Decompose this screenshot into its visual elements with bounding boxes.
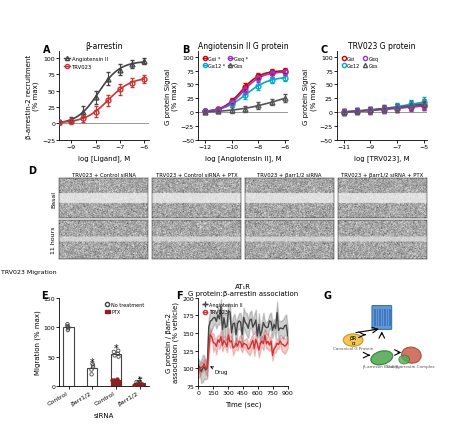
- Point: [88, 366, 95, 373]
- Point: [135, 381, 142, 388]
- Point: [89, 362, 97, 369]
- Ellipse shape: [343, 334, 363, 346]
- Text: Gαi/β-arrestin Complex: Gαi/β-arrestin Complex: [387, 364, 435, 368]
- Text: A: A: [43, 45, 51, 55]
- Point: [111, 352, 118, 359]
- Point: [88, 371, 95, 378]
- X-axis label: siRNA: siRNA: [94, 412, 114, 418]
- Text: *: *: [90, 358, 95, 368]
- Title: TRV023 + Control siRNA + PTX: TRV023 + Control siRNA + PTX: [155, 173, 237, 178]
- Text: G: G: [324, 291, 331, 301]
- Title: TRV023 + βarr1/2 siRNA: TRV023 + βarr1/2 siRNA: [257, 173, 322, 178]
- Text: B: B: [182, 45, 190, 55]
- Bar: [111, 354, 121, 386]
- Title: β-arrestin: β-arrestin: [85, 43, 123, 51]
- Bar: [384, 309, 386, 326]
- X-axis label: log [Angiotensin II], M: log [Angiotensin II], M: [205, 155, 281, 162]
- Point: [134, 380, 142, 387]
- Legend: No treatment, PTX: No treatment, PTX: [103, 300, 146, 316]
- Point: [109, 376, 116, 383]
- Point: [133, 378, 140, 385]
- FancyBboxPatch shape: [372, 306, 392, 330]
- Text: #: #: [137, 377, 143, 382]
- Point: [110, 349, 118, 355]
- Text: *: *: [138, 375, 141, 381]
- Text: β-arrestin Binding: β-arrestin Binding: [364, 364, 400, 368]
- Point: [113, 376, 120, 383]
- Point: [134, 381, 141, 388]
- Point: [89, 360, 96, 367]
- Bar: [374, 309, 375, 326]
- Text: Drug: Drug: [211, 367, 228, 375]
- Y-axis label: Migration (% max): Migration (% max): [34, 310, 41, 375]
- Bar: [135, 385, 145, 386]
- Ellipse shape: [399, 355, 410, 364]
- Legend: Angiotensin II, TRV023: Angiotensin II, TRV023: [201, 300, 245, 316]
- Point: [114, 350, 122, 357]
- Point: [64, 321, 71, 328]
- Ellipse shape: [401, 347, 421, 363]
- Point: [111, 378, 119, 385]
- Text: D: D: [28, 165, 36, 175]
- X-axis label: log [Ligand], M: log [Ligand], M: [78, 155, 130, 162]
- Bar: [390, 309, 391, 326]
- Bar: [111, 380, 121, 386]
- Y-axis label: G protein Signal
(% max): G protein Signal (% max): [164, 68, 178, 124]
- Text: E: E: [41, 291, 48, 301]
- Point: [134, 381, 142, 388]
- Title: Angiotensin II G protein: Angiotensin II G protein: [198, 43, 288, 51]
- Text: *: *: [113, 343, 118, 353]
- Legend: Gαi, Gα12, Gαq, Gαs: Gαi, Gα12, Gαq, Gαs: [339, 55, 381, 71]
- Bar: [64, 327, 73, 386]
- Point: [64, 325, 72, 332]
- Bar: [377, 309, 378, 326]
- Y-axis label: Basal: Basal: [52, 190, 56, 207]
- Point: [64, 324, 72, 331]
- Title: TRV023 + Control siRNA: TRV023 + Control siRNA: [72, 173, 136, 178]
- Text: C: C: [321, 45, 328, 55]
- Y-axis label: G protein Signal
(% max): G protein Signal (% max): [303, 68, 317, 124]
- Point: [137, 379, 144, 386]
- X-axis label: log [TRV023], M: log [TRV023], M: [354, 155, 410, 162]
- Legend: Angiotensin II, TRV023: Angiotensin II, TRV023: [62, 55, 110, 72]
- Bar: [387, 309, 388, 326]
- Point: [137, 381, 144, 388]
- Text: Canonical G Protein: Canonical G Protein: [333, 346, 373, 350]
- Y-axis label: β-arrestin-2 recruitment
(% max): β-arrestin-2 recruitment (% max): [26, 54, 39, 138]
- Bar: [379, 309, 381, 326]
- Y-axis label: G protein / βarr-2
association (% vehicle): G protein / βarr-2 association (% vehicl…: [166, 302, 180, 382]
- Point: [89, 364, 97, 371]
- Point: [137, 381, 144, 388]
- Point: [114, 348, 122, 355]
- Bar: [135, 383, 145, 386]
- Legend: Gαi *, Gα12 *, Gαq *, Gαs: Gαi *, Gα12 *, Gαq *, Gαs: [201, 55, 250, 71]
- Title: AT₁R
G protein:β-arrestin association: AT₁R G protein:β-arrestin association: [188, 283, 298, 296]
- Bar: [382, 309, 383, 326]
- X-axis label: Time (sec): Time (sec): [225, 401, 261, 408]
- Point: [138, 381, 146, 388]
- Title: TRV023 + βarr1/2 siRNA + PTX: TRV023 + βarr1/2 siRNA + PTX: [341, 173, 423, 178]
- Point: [64, 323, 71, 330]
- Point: [130, 381, 138, 388]
- Point: [113, 378, 121, 385]
- Bar: [87, 368, 97, 386]
- Text: βR
α: βR α: [349, 335, 357, 346]
- Ellipse shape: [371, 351, 393, 365]
- Point: [110, 377, 118, 384]
- Point: [115, 353, 122, 360]
- Text: F: F: [176, 291, 182, 301]
- Title: TRV023 G protein: TRV023 G protein: [348, 43, 416, 51]
- Text: TRV023 Migration: TRV023 Migration: [0, 269, 56, 274]
- Y-axis label: 11 hours: 11 hours: [52, 226, 56, 253]
- Point: [64, 327, 72, 334]
